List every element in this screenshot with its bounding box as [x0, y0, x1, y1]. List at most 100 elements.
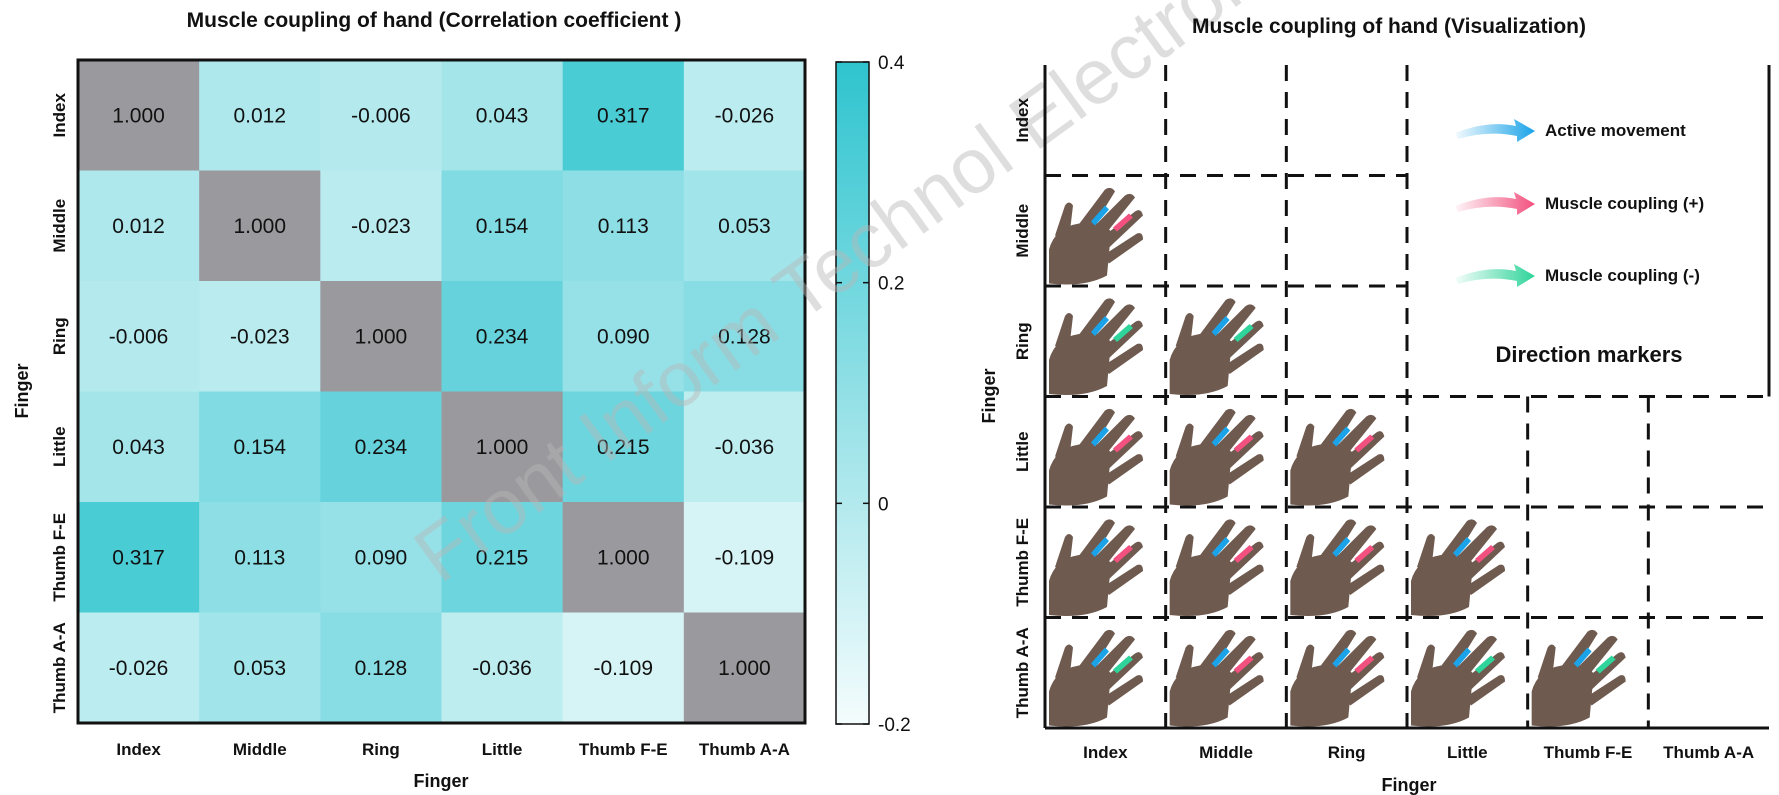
cell-value-label: -0.036: [472, 657, 532, 680]
finger-shape: [1449, 525, 1497, 571]
green-arrow-icon: [1455, 264, 1535, 287]
x-tick-label: Index: [116, 740, 161, 759]
thumb-shape: [1055, 313, 1073, 350]
heatmap-cell: [320, 612, 443, 724]
cell-value-label: 0.113: [598, 215, 649, 238]
colorbar-tick-label: 0: [878, 494, 889, 515]
y-tick-label: Thumb F-E: [50, 513, 69, 602]
pink-arrow-icon: [1455, 192, 1535, 215]
thumb-shape: [1055, 202, 1073, 240]
cell-value-label: 0.012: [112, 215, 165, 238]
coupling-marker: [1233, 545, 1254, 563]
y-tick-label: Middle: [1013, 204, 1032, 258]
heatmap-cell: [562, 391, 685, 503]
active-marker: [1211, 426, 1230, 447]
finger-shape: [1223, 564, 1264, 595]
y-tick-label: Index: [1013, 98, 1032, 143]
heatmap-cell: [320, 170, 443, 282]
finger-shape: [1437, 629, 1477, 676]
colorbar: [835, 61, 870, 725]
finger-shape: [1103, 454, 1143, 485]
heatmap-cell: [199, 170, 321, 282]
coupling-marker: [1113, 213, 1133, 232]
hand-images: [1049, 187, 1626, 727]
heatmap-cell: [683, 170, 806, 282]
heatmap-cell: [78, 281, 200, 393]
hand-image: [1290, 629, 1385, 727]
active-marker: [1091, 426, 1109, 447]
y-tick-label: Thumb F-E: [1013, 518, 1032, 607]
finger-shape: [1465, 675, 1505, 706]
finger-shape: [1579, 652, 1626, 692]
heatmap-cell: [78, 60, 200, 172]
thumb-shape: [1296, 534, 1315, 571]
heatmap-y-ticks: Index Middle Ring Little Thumb F-E Thumb A-A: [50, 93, 69, 714]
coupling-marker: [1113, 655, 1133, 674]
heatmap-cell: [562, 281, 685, 393]
cell-value-label: 0.128: [355, 657, 408, 680]
heatmap-cell: [199, 281, 321, 393]
finger-shape: [1344, 454, 1385, 485]
finger-shape: [1103, 343, 1143, 374]
heatmap-panel: Muscle coupling of hand (Correlation coe…: [12, 9, 911, 791]
cell-value-label: 0.053: [233, 657, 286, 680]
heatmap-cell: [320, 281, 443, 393]
cell-value-label: 0.154: [233, 436, 286, 459]
heatmap-cell: [683, 612, 806, 724]
thumb-shape: [1417, 534, 1435, 571]
finger-shape: [1097, 652, 1143, 692]
y-tick-label: Little: [1013, 431, 1032, 472]
cell-value-label: 0.215: [476, 546, 529, 569]
x-tick-label: Thumb F-E: [579, 740, 668, 759]
hand-image: [1169, 408, 1264, 506]
x-tick-label: Ring: [362, 740, 400, 759]
cell-value-label: 1.000: [597, 546, 650, 569]
hand-image: [1049, 629, 1143, 727]
hand-image: [1169, 629, 1264, 727]
thumb-shape: [1296, 423, 1315, 461]
thumb-shape: [1175, 644, 1194, 682]
visualization-x-ticks: Index Middle Ring Little Thumb F-E Thumb A-A: [1083, 743, 1754, 762]
finger-shape: [1217, 320, 1264, 360]
y-tick-label: Thumb A-A: [1013, 627, 1032, 718]
y-tick-label: Ring: [50, 317, 69, 355]
cell-value-label: -0.109: [593, 657, 653, 680]
hand-image: [1169, 298, 1264, 395]
x-tick-label: Thumb A-A: [699, 740, 790, 759]
heatmap-cell: [441, 612, 564, 724]
cell-value-label: -0.023: [351, 215, 411, 238]
hand-image: [1290, 519, 1385, 616]
visualization-panel: Muscle coupling of hand (Visualization) …: [979, 15, 1771, 795]
cell-value-label: 0.234: [476, 325, 529, 348]
hand-image: [1049, 408, 1143, 506]
cell-value-label: 0.043: [476, 104, 529, 127]
heatmap-cell: [441, 60, 564, 172]
heatmap-cell: [562, 612, 685, 724]
x-tick-label: Middle: [1199, 743, 1253, 762]
x-tick-label: Thumb F-E: [1544, 743, 1633, 762]
x-tick-label: Little: [1447, 743, 1488, 762]
finger-shape: [1217, 652, 1264, 692]
active-marker: [1211, 537, 1230, 557]
finger-shape: [1316, 629, 1357, 676]
cell-value-label: 0.053: [718, 215, 771, 238]
finger-shape: [1103, 675, 1143, 706]
cell-value-label: -0.006: [351, 104, 411, 127]
hand-image: [1049, 298, 1143, 395]
finger-shape: [1459, 541, 1505, 581]
finger-shape: [1207, 304, 1256, 350]
finger-shape: [1338, 431, 1385, 471]
thumb-shape: [1296, 644, 1315, 682]
hand-image: [1169, 519, 1264, 616]
finger-shape: [1437, 519, 1477, 565]
cell-value-label: 0.090: [355, 546, 408, 569]
cell-value-label: 0.317: [597, 104, 650, 127]
hand-image: [1411, 629, 1505, 727]
x-tick-label: Index: [1083, 743, 1128, 762]
cell-value-label: 0.234: [355, 436, 408, 459]
cell-value-label: -0.036: [715, 436, 775, 459]
legend-label-negative: Muscle coupling (-): [1545, 266, 1700, 285]
heatmap-cell: [320, 60, 443, 172]
finger-shape: [1338, 652, 1385, 692]
